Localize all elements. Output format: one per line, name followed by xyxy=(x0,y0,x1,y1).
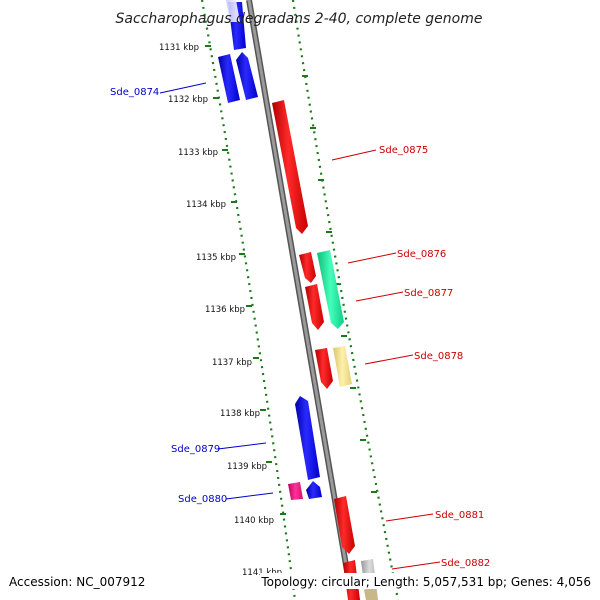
gene-label-Sde_0881[interactable]: Sde_0881 xyxy=(435,510,484,521)
gene-Sde_0880-magenta[interactable] xyxy=(288,482,303,500)
gene-label-Sde_0876[interactable]: Sde_0876 xyxy=(397,249,446,260)
gene-Sde_0878-yellow-arrow[interactable] xyxy=(333,346,352,387)
gene-Sde_0877-arrow[interactable] xyxy=(305,284,324,330)
kbp-tick-label: 1140 kbp xyxy=(234,516,274,526)
gene-label-Sde_0877[interactable]: Sde_0877 xyxy=(404,288,453,299)
kbp-tick-label: 1138 kbp xyxy=(220,409,260,419)
gene-Sde_0880-arrow[interactable] xyxy=(306,481,322,499)
kbp-tick-label: 1133 kbp xyxy=(178,148,218,158)
gene-Sde_0879-arrow[interactable] xyxy=(295,396,320,480)
inner-dotted-track xyxy=(200,0,297,600)
footer-accession: Accession: NC_007912 xyxy=(9,575,145,589)
gene-label-Sde_0882[interactable]: Sde_0882 xyxy=(441,558,490,569)
gene-Sde_0876-arrow[interactable] xyxy=(299,252,316,283)
gene-arrow-lightblue[interactable] xyxy=(226,0,240,22)
kbp-tick-label: 1139 kbp xyxy=(227,462,267,472)
gene-label-Sde_0878[interactable]: Sde_0878 xyxy=(414,351,463,362)
gene-Sde_0875-arrow[interactable] xyxy=(272,100,308,234)
outer-track-ticks xyxy=(302,75,377,493)
gene-label-Sde_0875[interactable]: Sde_0875 xyxy=(379,145,428,156)
outer-dotted-track xyxy=(291,0,400,600)
gene-label-Sde_0879[interactable]: Sde_0879 xyxy=(171,444,220,455)
footer-accession-backing xyxy=(6,573,146,589)
footer-summary-backing xyxy=(260,573,594,589)
map-title: Saccharophagus degradans 2-40, complete … xyxy=(116,11,483,27)
kbp-tick-label: 1137 kbp xyxy=(212,358,252,368)
gene-features xyxy=(218,0,378,600)
gene-Sde_0881-arrow[interactable] xyxy=(334,496,355,554)
gene-arrow-blue[interactable] xyxy=(236,52,258,100)
kbp-tick-label: 1134 kbp xyxy=(186,200,226,210)
gene-Sde_0876-green-arrow[interactable] xyxy=(317,250,344,329)
kbp-tick-label: 1132 kbp xyxy=(168,95,208,105)
gene-label-Sde_0874[interactable]: Sde_0874 xyxy=(110,87,159,98)
gene-Sde_0874-arrow[interactable] xyxy=(218,54,240,103)
kbp-tick-label: 1136 kbp xyxy=(205,305,245,315)
footer-summary: Topology: circular; Length: 5,057,531 bp… xyxy=(260,575,591,589)
gene-callouts xyxy=(159,82,441,570)
kbp-tick-label: 1131 kbp xyxy=(159,43,199,53)
gene-Sde_0878-arrow[interactable] xyxy=(315,348,333,389)
kbp-tick-label: 1135 kbp xyxy=(196,253,236,263)
gene-label-Sde_0880[interactable]: Sde_0880 xyxy=(178,494,227,505)
gene-Sde_0882-tan-arrow[interactable] xyxy=(364,588,378,600)
gene-labels: Sde_0874 Sde_0875 Sde_0876 Sde_0877 Sde_… xyxy=(110,87,490,569)
